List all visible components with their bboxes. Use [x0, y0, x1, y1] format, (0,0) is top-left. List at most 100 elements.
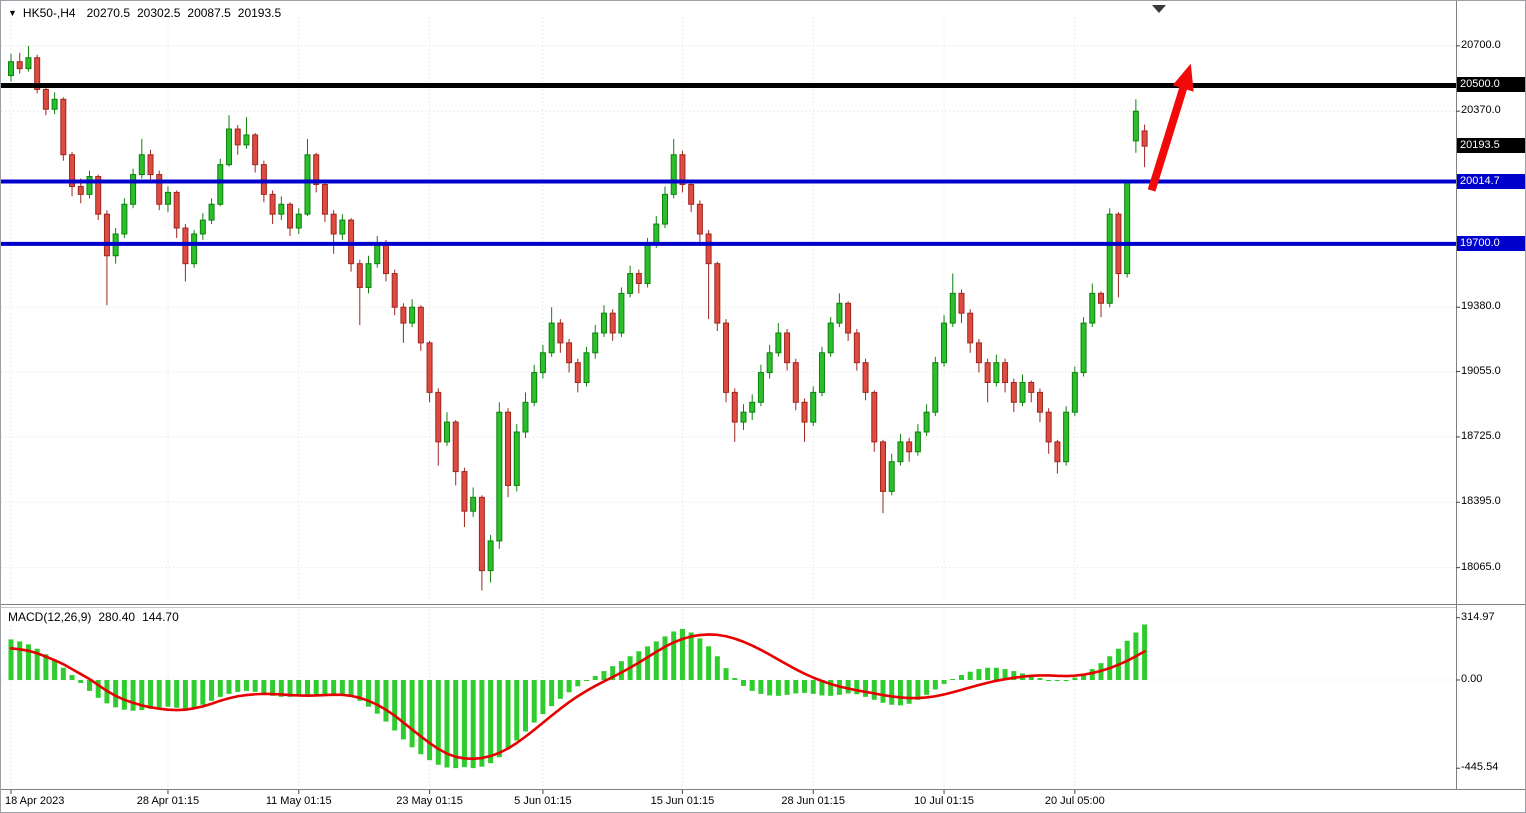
macd-bar: [400, 680, 406, 740]
macd-bar: [418, 680, 424, 755]
candle-body: [548, 322, 555, 354]
macd-bar: [1037, 678, 1043, 680]
candle-body: [356, 263, 363, 288]
price-badge-19700.0[interactable]: 19700.0: [1457, 235, 1525, 251]
candle-body: [199, 219, 206, 235]
macd-bar: [889, 680, 895, 705]
macd-bar: [993, 667, 999, 680]
candle-body: [714, 263, 721, 324]
macd-bar: [906, 680, 912, 704]
candle-body: [1019, 381, 1026, 403]
macd-bar: [566, 680, 572, 693]
candle-body: [470, 496, 477, 512]
macd-bar: [60, 667, 66, 680]
candle-body: [1124, 181, 1131, 275]
macd-bar: [610, 666, 616, 680]
candle-body: [444, 421, 450, 443]
candle-body: [618, 292, 625, 334]
macd-bar: [130, 680, 136, 711]
macd-bar: [854, 680, 860, 695]
macd-bar: [86, 680, 92, 691]
candle-body: [662, 193, 668, 225]
candle-body: [304, 154, 311, 215]
macd-bar: [810, 680, 816, 694]
chart-menu-icon[interactable]: ▼: [8, 7, 17, 18]
macd-bar: [688, 632, 694, 680]
frame-layer: [1, 1, 1525, 794]
horizontal-lines-layer: [1, 82, 1456, 246]
candle-body: [775, 332, 782, 354]
macd-bar: [915, 680, 921, 700]
indicator-main-value: 280.40: [98, 610, 136, 624]
trend-arrow-annotation[interactable]: [1147, 63, 1194, 192]
candle-body: [287, 203, 294, 229]
macd-bar: [217, 680, 223, 697]
candle-body: [862, 362, 869, 393]
macd-bar: [819, 680, 825, 696]
macd-bar: [1011, 671, 1017, 680]
candle-body: [321, 183, 328, 215]
time-tick-label: 5 Jun 01:15: [514, 795, 572, 807]
candle-body: [156, 174, 163, 205]
macd-bar: [8, 639, 14, 680]
ohlc-open: 20270.5: [86, 6, 130, 20]
macd-bar: [941, 680, 947, 684]
candle-body: [95, 176, 102, 215]
macd-bar: [287, 680, 293, 697]
candle-body: [531, 372, 538, 403]
grid-layer: [1, 17, 1456, 788]
macd-bar: [383, 680, 389, 722]
candle-body: [191, 233, 198, 265]
macd-bar: [165, 680, 171, 707]
macd-signal: [9, 633, 1146, 761]
macd-bar: [932, 680, 938, 690]
candle-body: [723, 322, 730, 393]
macd-bar: [601, 671, 607, 680]
macd-bar: [1028, 675, 1034, 680]
macd-bar: [976, 669, 982, 680]
macd-bar: [17, 641, 23, 680]
candle-body: [1106, 213, 1113, 304]
macd-bar: [758, 680, 764, 694]
macd-bar: [461, 680, 467, 768]
macd-bar: [392, 680, 398, 731]
candle-body: [653, 223, 660, 245]
macd-bar: [775, 680, 781, 696]
candle-body: [16, 61, 23, 70]
chart-shift-marker: [1152, 5, 1166, 13]
candle-body: [374, 243, 381, 265]
candle-body: [853, 332, 860, 364]
price-badge-20500.0[interactable]: 20500.0: [1457, 77, 1525, 93]
candle-body: [801, 401, 808, 423]
candle-body: [1028, 381, 1035, 393]
macd-bar: [531, 680, 537, 723]
macd-bar: [897, 680, 903, 706]
candle-body: [810, 391, 817, 423]
macd-bar: [645, 646, 651, 680]
candle-body: [914, 431, 921, 453]
price-badge-20014.7[interactable]: 20014.7: [1457, 173, 1525, 189]
macd-bar: [514, 680, 520, 741]
macd-bar: [235, 680, 241, 692]
macd-bar: [671, 631, 677, 680]
indicator-tick-label: 314.97: [1461, 610, 1495, 623]
macd-bar: [52, 660, 58, 680]
macd-bar: [182, 680, 188, 710]
macd-bar: [113, 680, 119, 708]
candle-body: [51, 98, 58, 110]
candle-body: [792, 362, 799, 403]
indicator-tick-label: 0.00: [1461, 673, 1483, 685]
time-tick-label: 23 May 01:15: [396, 795, 463, 807]
macd-bar: [78, 680, 84, 683]
macd-bar: [156, 680, 162, 708]
candle-body: [173, 191, 180, 229]
ohlc-high: 20302.5: [137, 6, 181, 20]
macd-bar: [496, 680, 502, 758]
indicator-readout: MACD(12,26,9) 280.40 144.70: [8, 610, 179, 624]
candle-body: [25, 57, 32, 70]
macd-bar: [139, 680, 145, 711]
candle-body: [1098, 292, 1104, 304]
candle-body: [278, 203, 285, 215]
macd-bar: [209, 680, 215, 701]
